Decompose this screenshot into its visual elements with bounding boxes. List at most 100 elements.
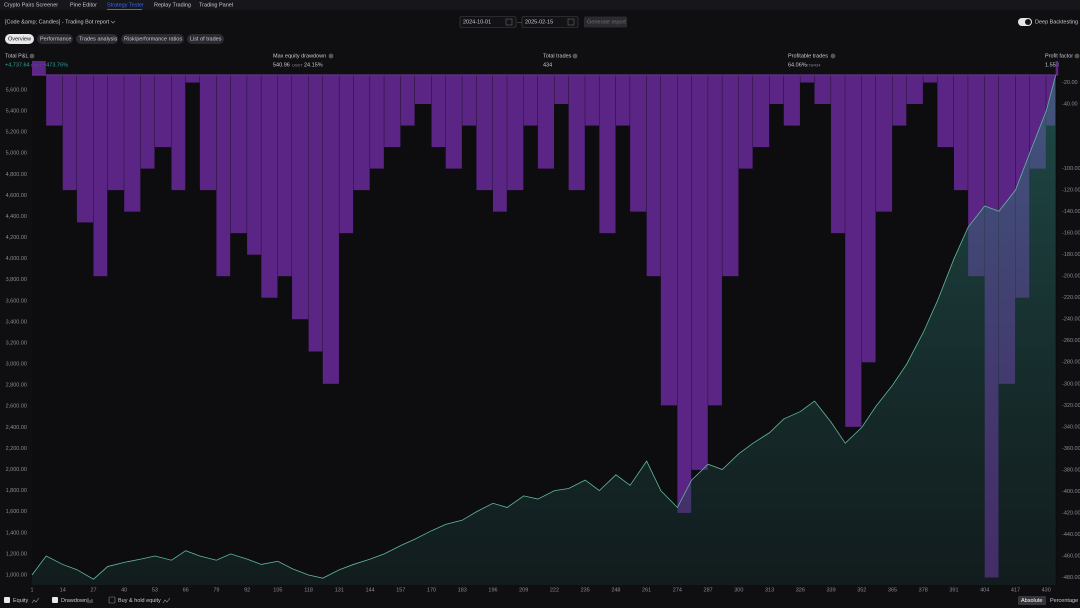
legend-icon: [162, 597, 171, 604]
y2-tick-label: -260.00: [1062, 338, 1080, 344]
y-tick-label: 4,200.00: [6, 235, 27, 241]
y2-tick-label: -420.00: [1062, 510, 1080, 516]
stat-extra: 24.15%: [304, 62, 323, 68]
tab[interactable]: [121, 34, 184, 44]
generate-label: Generate report: [587, 19, 626, 25]
calendar-icon: [567, 18, 575, 26]
x-tick-label: 287: [704, 587, 713, 593]
x-tick-label: 53: [152, 587, 158, 593]
drawdown-bar: [831, 75, 845, 234]
drawdown-bar: [247, 75, 261, 255]
plot: 1,000.00 1,200.00 1,400.00 1,600.00 1,800.00…: [6, 61, 1080, 593]
y-tick-label: 4,800.00: [6, 172, 27, 178]
drawdown-bar: [507, 75, 524, 191]
y-tick-label: 5,400.00: [6, 109, 27, 115]
stat-unit: USDT: [292, 63, 303, 68]
nav-item[interactable]: Crypto Pairs Screener: [4, 2, 58, 8]
drawdown-bar: [107, 75, 124, 191]
y-tick-label: 1,600.00: [6, 509, 27, 515]
info-icon[interactable]: [328, 53, 334, 59]
x-tick-label: 118: [304, 587, 313, 593]
drawdown-bar: [1055, 61, 1059, 75]
checkbox[interactable]: [4, 597, 10, 603]
tab: List of trades: [190, 36, 222, 42]
drawdown-bar: [615, 75, 630, 126]
x-tick-label: 157: [396, 587, 405, 593]
y-tick-label: 4,600.00: [6, 193, 27, 199]
mode-label: Absolute: [1021, 598, 1042, 604]
calendar-icon: [505, 18, 513, 26]
dropdown-caret[interactable]: [110, 20, 116, 24]
drawdown-bar: [861, 75, 876, 363]
stat-label: Total trades: [543, 53, 572, 59]
info-icon[interactable]: [572, 53, 578, 59]
y-tick-label: 1,200.00: [6, 551, 27, 557]
x-tick-label: 300: [734, 587, 743, 593]
drawdown-bar: [384, 75, 401, 148]
drawdown-bar: [353, 75, 370, 191]
date-input[interactable]: [521, 16, 579, 28]
drawdown-bar: [414, 75, 432, 105]
x-tick-label: 391: [949, 587, 958, 593]
y-tick-label: 2,800.00: [6, 383, 27, 389]
y2-tick-label: -20.00: [1062, 80, 1078, 86]
tab[interactable]: [76, 34, 118, 44]
info-icon[interactable]: [830, 53, 836, 59]
drawdown-bar: [523, 75, 538, 126]
nav-item-active[interactable]: Strategy Tester: [107, 2, 144, 8]
drawdown-bar: [370, 75, 384, 169]
drawdown-bar: [738, 75, 753, 169]
drawdown-bar: [230, 75, 247, 234]
drawdown-bar: [585, 75, 599, 126]
drawdown-bar: [62, 75, 77, 191]
x-tick-label: 27: [90, 587, 96, 593]
report-title[interactable]: [Code &amp; Candles] - Trading Bot repor…: [5, 19, 110, 25]
drawdown-bar: [32, 61, 46, 75]
drawdown-bar: [199, 75, 216, 191]
stat-label: Max equity drawdown: [273, 53, 326, 59]
x-tick-label: 417: [1011, 587, 1020, 593]
mode-label[interactable]: Percentage: [1050, 598, 1078, 604]
drawdown-bar: [708, 75, 722, 406]
info-icon[interactable]: [29, 53, 35, 59]
top-bar: [0, 0, 1080, 10]
y-tick-label: 3,400.00: [6, 319, 27, 325]
drawdown-bar: [630, 75, 647, 212]
y2-tick-label: -360.00: [1062, 446, 1080, 452]
drawdown-bar: [537, 75, 555, 169]
y2-tick-label: -400.00: [1062, 489, 1080, 495]
mode-button-active[interactable]: [1018, 596, 1046, 605]
drawdown-bar: [124, 75, 141, 212]
tab: Performance: [40, 36, 72, 42]
y2-tick-label: -120.00: [1062, 188, 1080, 194]
tab-active[interactable]: [5, 34, 34, 44]
x-tick-label: 14: [60, 587, 66, 593]
x-tick-label: 352: [857, 587, 866, 593]
generate-button[interactable]: [584, 16, 627, 28]
x-tick-label: 40: [121, 587, 127, 593]
nav-item[interactable]: Pine Editor: [70, 2, 97, 8]
legend-icon: [31, 597, 40, 604]
info-icon[interactable]: [1074, 53, 1080, 59]
x-tick-label: 222: [550, 587, 559, 593]
date-to: 2025-02-15: [525, 19, 553, 25]
drawdown-bar: [308, 75, 323, 352]
tab[interactable]: [187, 34, 224, 44]
x-tick-label: 248: [611, 587, 620, 593]
tab[interactable]: [37, 34, 73, 44]
drawdown-bar: [660, 75, 677, 406]
drawdown-bar: [339, 75, 354, 234]
x-tick-label: 170: [427, 587, 436, 593]
drawdown-bar: [875, 75, 893, 212]
nav-item[interactable]: Trading Panel: [199, 2, 233, 8]
y-tick-label: 3,600.00: [6, 298, 27, 304]
checkbox[interactable]: [52, 597, 58, 603]
checkbox[interactable]: [108, 596, 116, 604]
nav-item[interactable]: Replay Trading: [154, 2, 191, 8]
date-input[interactable]: [459, 16, 517, 28]
tab: Risk/performance ratios: [124, 36, 182, 42]
drawdown-bar: [953, 75, 968, 191]
y2-tick-label: -40.00: [1062, 102, 1078, 108]
drawdown-bar: [937, 75, 954, 148]
